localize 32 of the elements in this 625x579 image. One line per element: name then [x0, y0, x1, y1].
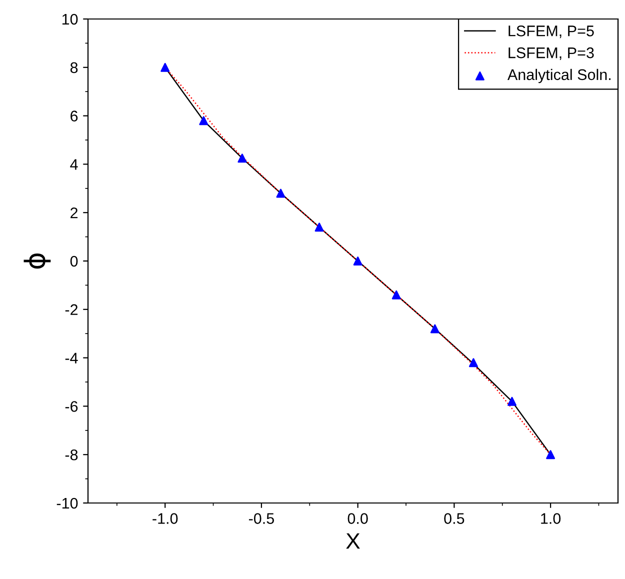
point	[276, 188, 286, 198]
y-tick-label: 6	[70, 110, 78, 122]
y-tick-label: -6	[65, 401, 78, 412]
point	[546, 450, 556, 460]
y-tick-label: -4	[65, 352, 78, 364]
y-tick-label: -10	[56, 498, 78, 509]
legend-label: LSFEM, P=5	[508, 26, 594, 38]
x-tick-label: 0.5	[444, 513, 464, 524]
y-tick-label: 0	[70, 256, 78, 267]
x-tick-label: -1.0	[152, 513, 178, 524]
legend-label: LSFEM, P=3	[508, 47, 594, 60]
y-tick-label: 2	[70, 207, 78, 218]
y-tick-label: 4	[70, 159, 78, 170]
point	[508, 396, 516, 406]
point	[199, 116, 208, 126]
x-tick-label: 1.0	[541, 513, 561, 524]
x-axis-title: X	[346, 533, 360, 549]
point	[353, 256, 362, 266]
x-tick-label: -0.5	[248, 513, 274, 524]
point	[468, 358, 478, 368]
point	[314, 222, 324, 232]
point	[160, 62, 170, 72]
point	[430, 324, 440, 334]
point	[238, 154, 247, 163]
legend-label: Analytical Soln.	[507, 68, 610, 84]
point	[392, 290, 401, 300]
y-tick-label: -2	[65, 304, 78, 315]
y-tick-label: -8	[65, 449, 78, 460]
x-tick-label: 0.0	[348, 513, 368, 524]
y-axis-title: ϕ	[24, 253, 51, 269]
y-tick-label: 8	[70, 62, 78, 74]
y-tick-label: 10	[62, 14, 78, 25]
